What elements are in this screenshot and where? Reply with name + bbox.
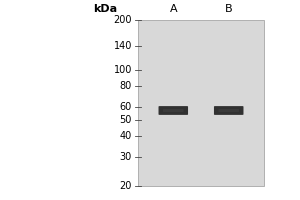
Text: B: B	[225, 4, 232, 14]
FancyBboxPatch shape	[158, 106, 188, 115]
Text: A: A	[169, 4, 177, 14]
Text: 50: 50	[120, 115, 132, 125]
Text: 100: 100	[114, 65, 132, 75]
FancyBboxPatch shape	[218, 109, 239, 112]
Text: 40: 40	[120, 131, 132, 141]
Text: 60: 60	[120, 102, 132, 112]
Text: 80: 80	[120, 81, 132, 91]
FancyBboxPatch shape	[214, 106, 244, 115]
Text: 20: 20	[120, 181, 132, 191]
Text: 30: 30	[120, 152, 132, 162]
Text: 200: 200	[113, 15, 132, 25]
FancyBboxPatch shape	[163, 109, 184, 112]
Bar	[138, 20, 264, 186]
Text: 140: 140	[114, 41, 132, 51]
Text: kDa: kDa	[93, 4, 117, 14]
